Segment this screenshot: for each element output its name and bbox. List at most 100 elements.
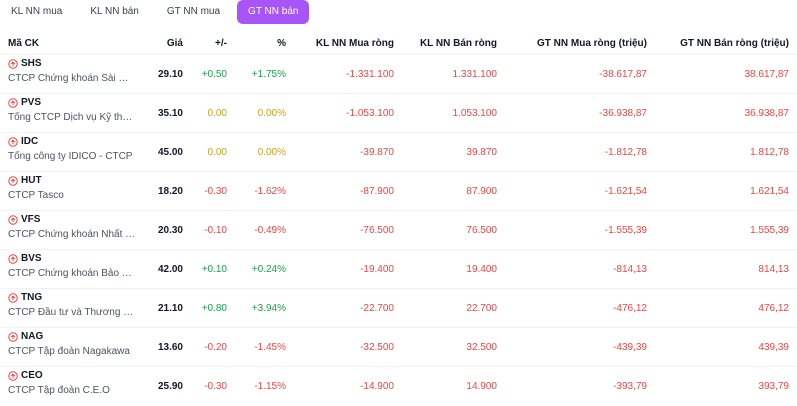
table-header: Mã CK Giá +/- % KL NN Mua ròng KL NN Bán… (0, 34, 797, 54)
change-cell: -0.30 (204, 186, 227, 197)
ticker-cell[interactable]: NAG (8, 331, 43, 342)
table-row[interactable]: BVS CTCP Chứng khoán Bảo Việt 42.00 +0.1… (0, 249, 797, 289)
warning-circle-icon (8, 292, 18, 303)
gt-mua-cell: -393,79 (613, 381, 647, 392)
col-price-header[interactable]: Giá (166, 38, 183, 49)
kl-mua-cell: -19.400 (360, 264, 394, 275)
warning-circle-icon (8, 97, 18, 108)
gt-ban-cell: 439,39 (758, 342, 789, 353)
table-row[interactable]: PVS Tổng CTCP Dịch vụ Kỹ thuậ... 35.10 0… (0, 93, 797, 133)
ticker-symbol[interactable]: TNG (21, 292, 43, 303)
gt-mua-cell: -814,13 (613, 264, 647, 275)
percent-cell: +0.24% (251, 264, 286, 275)
tab-gt-nn-ban[interactable]: GT NN bán (237, 0, 310, 24)
kl-mua-cell: -14.900 (360, 381, 394, 392)
table-row[interactable]: CEO CTCP Tập đoàn C.E.O 25.90 -0.30 -1.1… (0, 366, 797, 406)
price-cell: 35.10 (157, 108, 183, 119)
ticker-symbol[interactable]: CEO (21, 370, 43, 381)
change-cell: 0.00 (207, 147, 227, 158)
change-cell: 0.00 (207, 108, 227, 119)
kl-mua-cell: -22.700 (360, 303, 394, 314)
gt-ban-cell: 38.617,87 (744, 69, 790, 80)
kl-ban-cell: 87.900 (466, 186, 497, 197)
col-gt-ban-header[interactable]: GT NN Bán ròng (triệu) (680, 38, 789, 49)
price-cell: 42.00 (157, 264, 183, 275)
col-kl-mua-header[interactable]: KL NN Mua ròng (315, 38, 394, 49)
company-name: CTCP Chứng khoán Nhất Việt (8, 229, 136, 240)
gt-mua-cell: -1.621,54 (604, 186, 647, 197)
change-cell: +0.10 (201, 264, 227, 275)
warning-circle-icon (8, 175, 18, 186)
ticker-cell[interactable]: IDC (8, 136, 38, 147)
warning-circle-icon (8, 58, 18, 69)
percent-cell: -0.49% (254, 225, 286, 236)
table-row[interactable]: NAG CTCP Tập đoàn Nagakawa 13.60 -0.20 -… (0, 327, 797, 367)
ticker-cell[interactable]: PVS (8, 97, 41, 108)
ticker-symbol[interactable]: VFS (21, 214, 41, 225)
gt-mua-cell: -36.938,87 (599, 108, 647, 119)
col-change-header[interactable]: +/- (215, 38, 227, 49)
gt-mua-cell: -38.617,87 (599, 69, 647, 80)
kl-mua-cell: -1.053.100 (346, 108, 394, 119)
company-name: CTCP Đầu tư và Thương m... (8, 307, 136, 318)
kl-ban-cell: 1.053.100 (452, 108, 498, 119)
table-row[interactable]: TNG CTCP Đầu tư và Thương m... 21.10 +0.… (0, 288, 797, 328)
ticker-symbol[interactable]: HUT (21, 175, 42, 186)
col-ticker-header[interactable]: Mã CK (8, 38, 40, 49)
gt-ban-cell: 814,13 (758, 264, 789, 275)
company-name: Tổng CTCP Dịch vụ Kỹ thuậ... (8, 112, 136, 123)
price-cell: 18.20 (157, 186, 183, 197)
warning-circle-icon (8, 214, 18, 225)
ticker-symbol[interactable]: SHS (21, 58, 42, 69)
company-name: CTCP Tasco (8, 190, 64, 201)
table-row[interactable]: IDC Tổng công ty IDICO - CTCP 45.00 0.00… (0, 132, 797, 172)
table-row[interactable]: VFS CTCP Chứng khoán Nhất Việt 20.30 -0.… (0, 210, 797, 250)
gt-ban-cell: 1.621,54 (750, 186, 789, 197)
price-cell: 21.10 (157, 303, 183, 314)
kl-ban-cell: 14.900 (466, 381, 497, 392)
ticker-cell[interactable]: VFS (8, 214, 40, 225)
kl-mua-cell: -1.331.100 (346, 69, 394, 80)
percent-cell: +3.94% (251, 303, 286, 314)
gt-mua-cell: -439,39 (613, 342, 647, 353)
ticker-symbol[interactable]: PVS (21, 97, 42, 108)
ticker-cell[interactable]: TNG (8, 292, 42, 303)
tab-kl-nn-mua[interactable]: KL NN mua (11, 6, 63, 17)
gt-ban-cell: 1.555,39 (750, 225, 789, 236)
gt-mua-cell: -476,12 (613, 303, 647, 314)
change-cell: -0.10 (204, 225, 227, 236)
col-percent-header[interactable]: % (277, 38, 286, 49)
tab-kl-nn-ban[interactable]: KL NN bán (90, 6, 139, 17)
change-cell: -0.30 (204, 381, 227, 392)
gt-ban-cell: 1.812,78 (750, 147, 789, 158)
kl-mua-cell: -32.500 (360, 342, 394, 353)
price-cell: 13.60 (157, 342, 183, 353)
gt-mua-cell: -1.555,39 (604, 225, 647, 236)
price-cell: 29.10 (157, 69, 183, 80)
ticker-symbol[interactable]: BVS (21, 253, 42, 264)
company-name: Tổng công ty IDICO - CTCP (8, 151, 133, 162)
ticker-symbol[interactable]: IDC (21, 136, 39, 147)
price-cell: 20.30 (157, 225, 183, 236)
percent-cell: 0.00% (257, 147, 286, 158)
kl-mua-cell: -39.870 (360, 147, 394, 158)
tab-gt-nn-mua[interactable]: GT NN mua (166, 6, 221, 17)
warning-circle-icon (8, 136, 18, 147)
change-cell: +0.80 (201, 303, 227, 314)
ticker-symbol[interactable]: NAG (21, 331, 44, 342)
company-name: CTCP Chứng khoán Sài Gò... (8, 73, 136, 84)
ticker-cell[interactable]: CEO (8, 370, 43, 381)
table-row[interactable]: HUT CTCP Tasco 18.20 -0.30 -1.62% -87.90… (0, 171, 797, 211)
gt-ban-cell: 36.938,87 (744, 108, 790, 119)
kl-ban-cell: 1.331.100 (452, 69, 498, 80)
kl-mua-cell: -76.500 (360, 225, 394, 236)
ticker-cell[interactable]: HUT (8, 175, 42, 186)
col-gt-mua-header[interactable]: GT NN Mua ròng (triệu) (537, 38, 647, 49)
ticker-cell[interactable]: SHS (8, 58, 42, 69)
ticker-cell[interactable]: BVS (8, 253, 42, 264)
table-row[interactable]: SHS CTCP Chứng khoán Sài Gò... 29.10 +0.… (0, 54, 797, 94)
col-kl-ban-header[interactable]: KL NN Bán ròng (419, 38, 497, 49)
warning-circle-icon (8, 253, 18, 264)
company-name: CTCP Tập đoàn C.E.O (8, 385, 110, 396)
kl-mua-cell: -87.900 (360, 186, 394, 197)
